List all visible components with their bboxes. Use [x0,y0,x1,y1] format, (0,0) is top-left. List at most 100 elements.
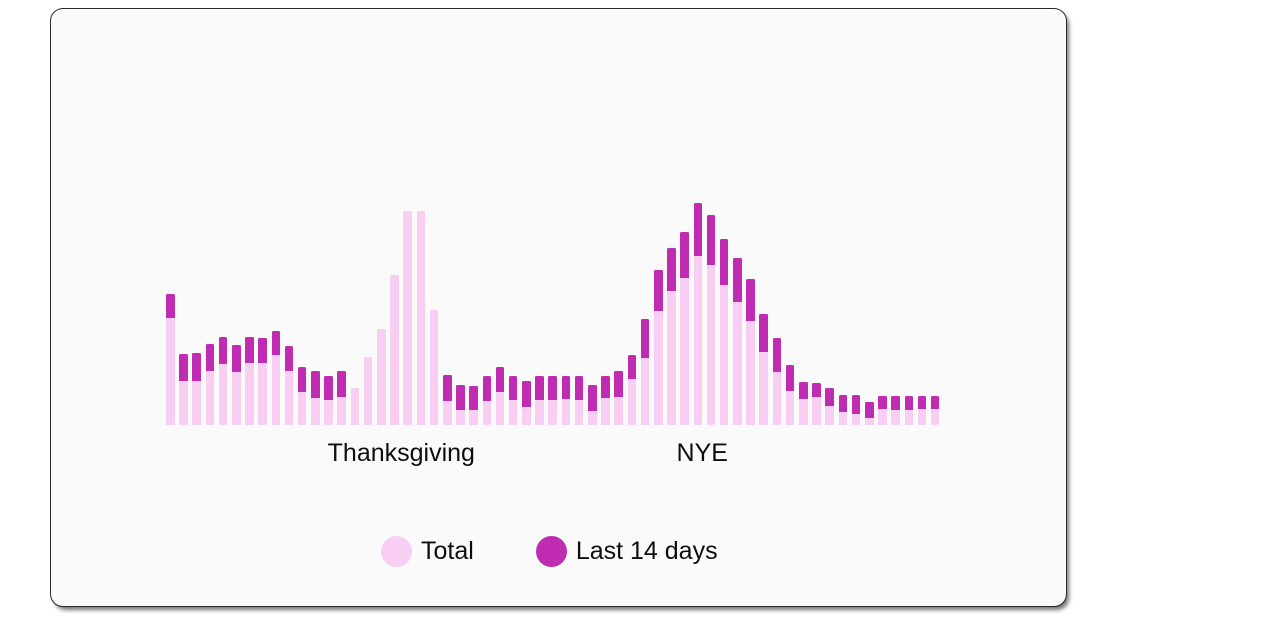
bar-segment-last14 [878,396,887,409]
bar-segment-total [166,318,175,425]
bar-segment-last14 [258,338,267,363]
bar-segment-last14 [891,396,900,410]
bar-segment-total [838,412,848,425]
bar [746,279,755,425]
bar-segment-last14 [456,385,465,410]
bar-segment-last14 [746,279,755,321]
bar-segment-total [891,410,900,425]
bar-segment-last14 [601,376,610,398]
bar-segment-total [456,410,465,425]
bar [706,215,716,425]
bar-segment-last14 [864,402,874,418]
annotation-thanksgiving: Thanksgiving [327,439,475,467]
bar [825,388,834,425]
bar-segment-total [482,401,492,425]
bar [693,203,703,425]
bar [548,376,558,425]
bar-segment-last14 [179,354,188,381]
bar-segment-total [297,392,307,425]
bar [429,310,439,425]
bar [403,211,412,425]
bar-segment-last14 [284,346,294,371]
bar [930,396,940,425]
bar [469,386,478,425]
bar-segment-total [192,381,201,425]
bar-segment-last14 [693,203,703,256]
bar [627,355,637,425]
bar-chart [166,195,940,425]
bar-segment-last14 [205,344,215,371]
bar [588,385,597,425]
bar [733,258,742,425]
bar-segment-total [548,400,558,425]
bar-segment-last14 [799,382,808,399]
bar-segment-last14 [706,215,716,265]
bar-segment-total [680,278,689,425]
bar-segment-total [667,291,676,425]
bar [891,396,900,425]
bar-segment-last14 [627,355,637,379]
bar-segment-total [271,355,281,425]
bar [245,337,254,425]
bar [535,376,544,425]
bar-segment-total [522,407,531,425]
bar-segment-last14 [785,365,795,391]
bar-segment-total [179,381,188,425]
bar [864,402,874,425]
bar-segment-total [324,400,333,425]
bar-segment-last14 [469,386,478,410]
bar [258,338,267,425]
bar-segment-total [733,302,742,425]
bar-segment-total [574,400,584,425]
bar-segment-total [759,352,769,425]
bar-segment-last14 [719,239,729,285]
bar-segment-last14 [772,338,782,372]
bar-segment-total [772,372,782,425]
bar-segment-total [258,363,267,425]
bar [350,388,360,425]
bar-segment-total [627,379,637,425]
bar-segment-last14 [574,376,584,400]
bar [218,337,228,425]
legend-dot-last14-icon [535,536,567,567]
bar-segment-total [284,371,294,425]
bar [917,396,927,425]
bar-segment-last14 [508,376,518,400]
bar-segment-last14 [680,232,689,278]
bar-segment-last14 [245,337,254,363]
bar-segment-last14 [535,376,544,400]
bar [759,314,769,425]
bar [522,381,531,425]
bar [495,367,505,425]
bar-segment-last14 [812,383,821,397]
annotation-nye: NYE [676,439,728,467]
bar [640,319,650,425]
bar-segment-total [785,391,795,425]
bar-segment-total [799,399,808,425]
legend-label-last14: Last 14 days [575,537,718,565]
bar-segment-last14 [667,248,676,291]
bar-segment-total [205,371,215,425]
bar-segment-total [337,397,347,425]
bar-segment-last14 [653,270,663,311]
bar-segment-last14 [337,371,347,397]
bar [390,275,399,425]
bar-segment-last14 [324,376,333,400]
legend-label-total: Total [421,537,474,565]
bar [297,367,307,425]
bar-segment-last14 [192,353,201,381]
bar-segment-total [377,329,386,425]
bar [192,353,201,425]
bar-segment-last14 [759,314,769,352]
bar-segment-last14 [522,381,531,407]
bar-segment-last14 [166,294,175,318]
bar [653,270,663,425]
bar-segment-total [508,400,518,425]
bar [561,376,571,425]
bar [166,294,175,425]
bar-segment-last14 [930,396,940,409]
bar-segment-last14 [548,376,558,400]
bar-segment-last14 [561,376,571,399]
bar-segment-total [706,265,716,425]
bar-segment-last14 [614,371,623,397]
